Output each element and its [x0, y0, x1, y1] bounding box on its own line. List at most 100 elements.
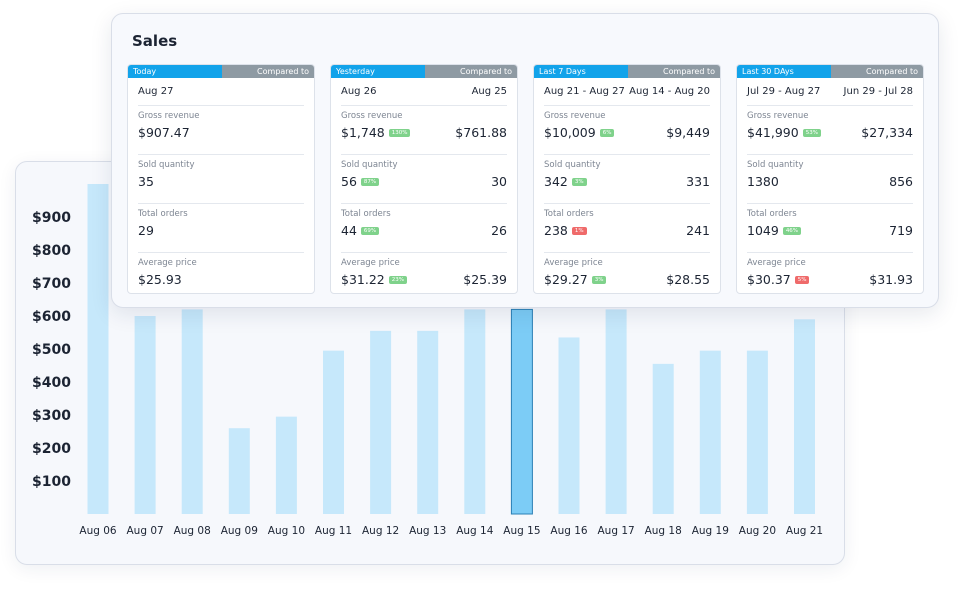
metric-gross-revenue: Gross revenue $41,990 53% $27,334: [747, 106, 913, 155]
metric-compare-value: $25.39: [463, 272, 507, 287]
compare-date: Aug 14 - Aug 20: [629, 86, 710, 97]
chart-bar-aug-21[interactable]: [794, 319, 815, 514]
metric-compare-value: 26: [491, 223, 507, 238]
metric-compare-value: 719: [889, 223, 913, 238]
metric-label: Gross revenue: [544, 111, 606, 121]
metric-compare-value: 856: [889, 174, 913, 189]
metric-sold-quantity: Sold quantity 56 87% 30: [341, 155, 507, 204]
chart-bar-aug-18[interactable]: [652, 363, 674, 514]
x-tick-label: Aug 21: [786, 525, 823, 537]
date-row: Aug 21 - Aug 27 Aug 14 - Aug 20: [544, 78, 710, 106]
chart-bar-aug-14[interactable]: [464, 309, 486, 514]
metric-value-text: 342: [544, 174, 568, 189]
metric-value-text: 56: [341, 174, 357, 189]
metric-gross-revenue: Gross revenue $1,748 130% $761.88: [341, 106, 507, 155]
change-badge: 23%: [388, 275, 407, 284]
metric-value: 342 3%: [544, 174, 587, 189]
metric-label: Average price: [544, 258, 603, 268]
metric-average-price: Average price $25.93: [138, 253, 304, 293]
change-badge: 3%: [591, 275, 607, 284]
chart-bar-aug-13[interactable]: [417, 330, 439, 514]
metric-value: $30.37 5%: [747, 272, 810, 287]
period-date: Aug 21 - Aug 27: [544, 86, 625, 97]
x-tick-label: Aug 20: [739, 525, 776, 537]
period-date: Aug 27: [138, 86, 174, 97]
chart-bar-aug-19[interactable]: [699, 350, 721, 514]
metric-label: Gross revenue: [341, 111, 403, 121]
change-badge: 69%: [360, 226, 380, 235]
metric-gross-revenue: Gross revenue $10,009 6% $9,449: [544, 106, 710, 155]
period-label: Today: [128, 65, 222, 78]
chart-bar-aug-09[interactable]: [228, 428, 250, 514]
chart-bar-aug-17[interactable]: [605, 309, 627, 514]
metric-label: Total orders: [747, 209, 797, 219]
metric-value: 1049 46%: [747, 223, 802, 238]
change-badge: 130%: [388, 128, 411, 137]
x-tick-label: Aug 17: [597, 525, 634, 537]
chart-bar-aug-20[interactable]: [746, 350, 768, 514]
period-label: Last 30 DAys: [737, 65, 831, 78]
change-badge: 53%: [802, 128, 821, 137]
chart-bar-aug-12[interactable]: [370, 330, 392, 514]
chart-bar-aug-16[interactable]: [558, 337, 580, 514]
period-label: Last 7 Days: [534, 65, 628, 78]
change-badge: 5%: [794, 275, 810, 284]
panel-header: Today Compared to: [128, 65, 314, 78]
chart-bar-aug-07[interactable]: [134, 316, 156, 514]
chart-bar-aug-10[interactable]: [275, 416, 297, 514]
panel-header: Last 7 Days Compared to: [534, 65, 720, 78]
compare-date: Jun 29 - Jul 28: [843, 86, 913, 97]
metric-average-price: Average price $29.27 3% $28.55: [544, 253, 710, 293]
metric-label: Sold quantity: [544, 160, 601, 170]
metric-compare-value: 331: [686, 174, 710, 189]
chart-bar-aug-11[interactable]: [323, 350, 344, 514]
y-tick-label: $500: [32, 342, 71, 358]
metric-label: Total orders: [138, 209, 188, 219]
x-tick-label: Aug 12: [362, 525, 399, 537]
x-tick-label: Aug 10: [268, 525, 305, 537]
compared-to-label: Compared to: [222, 65, 314, 78]
change-badge: 87%: [360, 177, 380, 186]
metric-label: Average price: [747, 258, 806, 268]
y-tick-label: $100: [32, 474, 71, 490]
metric-label: Gross revenue: [138, 111, 200, 121]
metric-value-text: $41,990: [747, 125, 799, 140]
metric-value-text: $25.93: [138, 272, 182, 287]
metric-label: Sold quantity: [138, 160, 195, 170]
sales-title: Sales: [132, 32, 178, 50]
chart-bar-aug-15[interactable]: [510, 308, 533, 515]
metric-compare-value: 30: [491, 174, 507, 189]
date-row: Aug 27: [138, 78, 304, 106]
metric-value-text: $907.47: [138, 125, 190, 140]
metric-value-text: $30.37: [747, 272, 791, 287]
metric-sold-quantity: Sold quantity 1380 856: [747, 155, 913, 204]
metric-value-text: $31.22: [341, 272, 385, 287]
metric-value-text: 1049: [747, 223, 779, 238]
metric-value-text: 238: [544, 223, 568, 238]
x-tick-label: Aug 06: [79, 525, 117, 537]
metric-value: 238 1%: [544, 223, 587, 238]
metric-compare-value: $31.93: [869, 272, 913, 287]
metric-value: 29: [138, 223, 154, 238]
x-tick-label: Aug 09: [221, 525, 258, 537]
metric-label: Average price: [138, 258, 197, 268]
chart-bar-aug-06[interactable]: [87, 184, 109, 514]
metric-compare-value: 241: [686, 223, 710, 238]
panel-yesterday: Yesterday Compared to Aug 26 Aug 25 Gros…: [330, 64, 518, 294]
chart-bar-aug-08[interactable]: [181, 309, 203, 514]
metric-label: Sold quantity: [747, 160, 804, 170]
panel-header: Yesterday Compared to: [331, 65, 517, 78]
period-label: Yesterday: [331, 65, 425, 78]
panel-header: Last 30 DAys Compared to: [737, 65, 923, 78]
metric-value: $10,009 6%: [544, 125, 615, 140]
metric-compare-value: $761.88: [455, 125, 507, 140]
metric-compare-value: $28.55: [666, 272, 710, 287]
metric-value: $907.47: [138, 125, 190, 140]
metric-gross-revenue: Gross revenue $907.47: [138, 106, 304, 155]
y-tick-label: $400: [32, 375, 71, 391]
panel-last-7-days: Last 7 Days Compared to Aug 21 - Aug 27 …: [533, 64, 721, 294]
metric-value: 35: [138, 174, 154, 189]
metric-sold-quantity: Sold quantity 342 3% 331: [544, 155, 710, 204]
metric-sold-quantity: Sold quantity 35: [138, 155, 304, 204]
metric-total-orders: Total orders 29: [138, 204, 304, 253]
